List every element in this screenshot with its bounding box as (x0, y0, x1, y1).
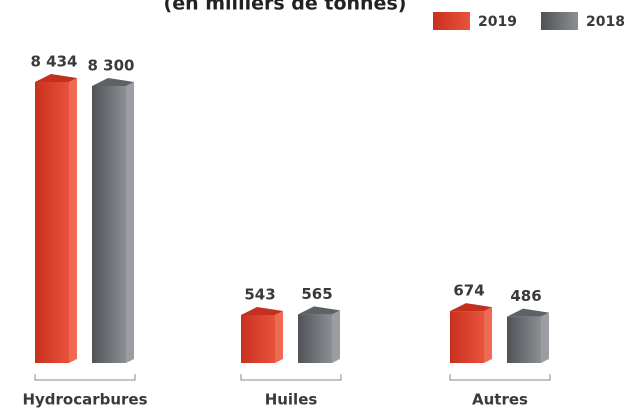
bar-side (484, 307, 492, 363)
bar-front (241, 314, 275, 363)
data-label: 565 (301, 285, 332, 303)
bar (450, 303, 492, 363)
bar-top (450, 303, 492, 312)
legend-swatch (541, 12, 578, 30)
bar-side (69, 78, 77, 363)
legend-label: 2019 (478, 14, 517, 30)
bar-front (35, 82, 69, 363)
legend-label: 2018 (586, 14, 625, 30)
bar-front (92, 85, 126, 364)
bar (92, 77, 134, 364)
category-bracket (240, 374, 342, 381)
bar-side (541, 312, 549, 363)
bar-front (507, 316, 541, 363)
bar (507, 308, 549, 363)
category-bracket (34, 374, 136, 381)
data-label: 8 434 (31, 53, 78, 71)
bar (298, 306, 340, 363)
bar (241, 306, 283, 363)
bar-top (92, 77, 134, 86)
bar-side (275, 310, 283, 363)
data-label: 543 (244, 285, 275, 303)
bar-top (507, 308, 549, 317)
bar-side (126, 81, 134, 364)
data-label: 486 (510, 287, 541, 305)
data-label: 674 (453, 282, 484, 300)
bar (35, 74, 77, 363)
bar-top (241, 306, 283, 315)
data-label: 8 300 (88, 56, 135, 74)
x-tick-label: Hydrocarbures (22, 391, 147, 409)
bar-front (450, 311, 484, 363)
category-bracket (449, 374, 551, 381)
legend-swatch (433, 12, 470, 30)
bar-side (332, 310, 340, 363)
bar-top (298, 306, 340, 315)
chart-title: (en milliers de tonnes) (164, 0, 407, 15)
bar-top (35, 74, 77, 82)
x-tick-label: Huiles (265, 391, 318, 409)
bar-front (298, 314, 332, 363)
x-tick-label: Autres (472, 391, 528, 409)
